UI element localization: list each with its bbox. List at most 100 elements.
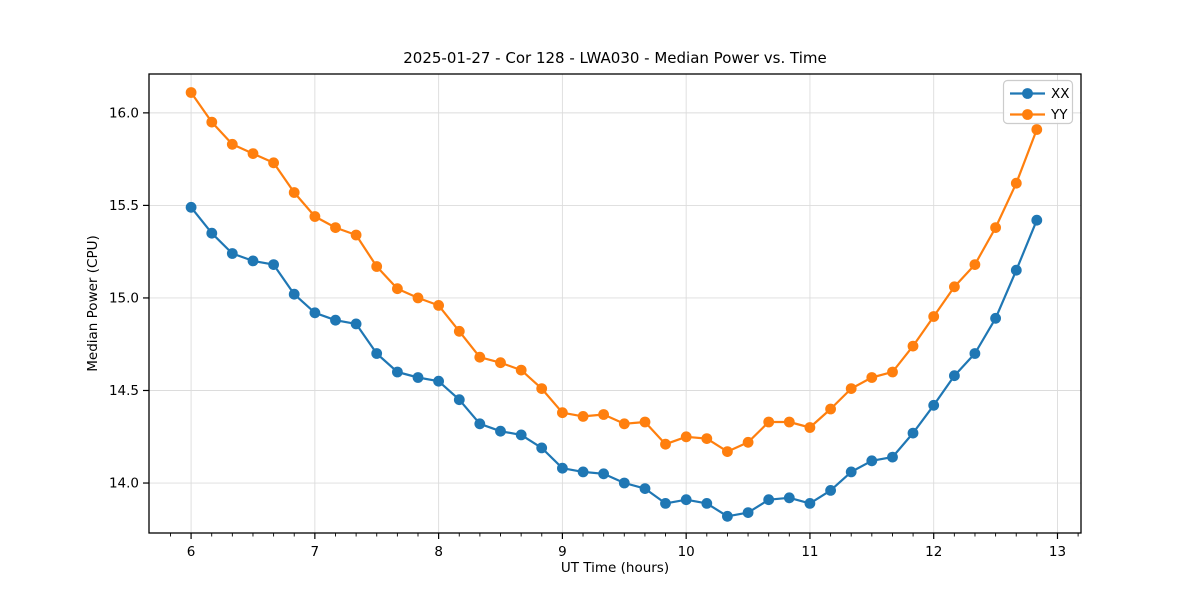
- y-axis-label: Median Power (CPU): [85, 235, 101, 371]
- series-yy-line: [190, 91, 1038, 453]
- series-yy-point: [907, 340, 919, 352]
- series-yy-point: [433, 300, 444, 311]
- series-xx-point: [515, 429, 527, 441]
- series-yy-point: [206, 116, 218, 128]
- series-yy-point: [928, 311, 940, 322]
- series-xx-point: [474, 418, 486, 430]
- series-xx-point: [185, 201, 197, 213]
- series-yy-point: [680, 431, 692, 443]
- series-yy-point: [288, 187, 300, 198]
- series-xx-point: [247, 255, 259, 267]
- series-xx-point: [804, 498, 816, 509]
- series-xx-point: [907, 427, 919, 439]
- series-xx-point: [577, 466, 589, 478]
- series-xx-line: [190, 206, 1038, 518]
- axis-ticks: [143, 112, 1079, 539]
- legend-marker: [1022, 109, 1033, 120]
- series-yy-point: [268, 157, 279, 169]
- series-xx-point: [763, 494, 775, 506]
- series-xx-point: [1031, 214, 1043, 226]
- series-xx-point: [639, 483, 651, 494]
- series-xx-point: [288, 288, 300, 300]
- x-tick-label: 12: [925, 544, 942, 560]
- series-yy-point: [330, 222, 341, 234]
- grid-lines: [149, 74, 1081, 533]
- series-yy-point: [247, 148, 259, 160]
- series-xx-point: [742, 507, 754, 518]
- y-tick-label: 14.0: [109, 476, 139, 492]
- x-tick-label: 8: [434, 544, 443, 560]
- x-tick-label: 11: [801, 544, 818, 560]
- legend-label: YY: [1050, 107, 1068, 123]
- series-yy-point: [742, 436, 754, 448]
- series-xx-point: [969, 348, 981, 359]
- x-tick-label: 6: [187, 544, 196, 560]
- series-yy-point: [701, 433, 713, 444]
- series-yy-point: [598, 409, 609, 420]
- series-xx-point: [392, 366, 403, 378]
- y-tick-label: 15.0: [109, 290, 139, 306]
- series-yy-point: [763, 416, 775, 428]
- series-xx-point: [226, 248, 238, 259]
- series-yy-point: [639, 416, 651, 428]
- series-xx-point: [598, 468, 609, 480]
- series-xx-point: [309, 307, 321, 319]
- series-yy-point: [866, 372, 878, 383]
- series-yy-point: [557, 407, 568, 419]
- series-xx-point: [928, 399, 940, 411]
- legend: XX YY: [1002, 79, 1074, 125]
- series-yy-point: [474, 351, 486, 363]
- series-yy-point: [495, 357, 506, 369]
- x-tick-label: 9: [558, 544, 567, 560]
- series-xx-point: [557, 462, 568, 474]
- series-xx-point: [371, 348, 383, 359]
- series-xx-point: [722, 510, 733, 522]
- series-yy-point: [577, 411, 589, 422]
- series-yy-point: [969, 259, 981, 270]
- series-yy-point: [536, 383, 548, 394]
- legend-label: XX: [1051, 86, 1070, 102]
- series-xx-point: [268, 259, 279, 270]
- series-xx-point: [536, 442, 548, 454]
- series-yy-point: [1031, 124, 1043, 135]
- series-xx-point: [887, 451, 898, 463]
- series-yy-point: [618, 418, 630, 430]
- y-tick-label: 15.5: [109, 198, 139, 214]
- x-tick-label: 7: [311, 544, 320, 560]
- series-xx-point: [660, 498, 671, 509]
- series-yy-point: [309, 211, 321, 222]
- series-yy-point: [660, 438, 671, 450]
- x-axis-label: UT Time (hours): [561, 560, 669, 576]
- legend-entry-yy: YY: [1010, 107, 1068, 123]
- series-yy-point: [226, 138, 238, 150]
- series-yy-point: [185, 87, 197, 98]
- plot-border: [148, 73, 1082, 534]
- series-xx-point: [618, 477, 630, 489]
- series-yy: [185, 87, 1043, 457]
- series-yy-point: [722, 446, 733, 457]
- x-tick-label: 13: [1049, 544, 1066, 560]
- chart-title: 2025-01-27 - Cor 128 - LWA030 - Median P…: [403, 49, 827, 67]
- series-yy-point: [1010, 177, 1022, 189]
- series-xx-point: [845, 466, 857, 478]
- series-xx-point: [433, 375, 444, 387]
- series-xx-point: [412, 372, 424, 383]
- x-tick-label: 10: [678, 544, 695, 560]
- series-yy-point: [371, 261, 383, 272]
- series-yy-point: [515, 364, 527, 376]
- series-xx-point: [783, 492, 795, 504]
- series-xx-point: [990, 312, 1001, 324]
- series-xx-point: [453, 394, 465, 406]
- series-xx: [185, 201, 1043, 522]
- series-yy-point: [804, 422, 816, 433]
- y-tick-label: 16.0: [109, 105, 139, 121]
- legend-marker: [1022, 88, 1033, 99]
- series-xx-point: [206, 227, 218, 239]
- series-yy-point: [783, 416, 795, 428]
- series-yy-point: [887, 366, 898, 378]
- series-xx-point: [495, 425, 506, 437]
- series-yy-point: [845, 383, 857, 394]
- series-yy-point: [990, 222, 1001, 234]
